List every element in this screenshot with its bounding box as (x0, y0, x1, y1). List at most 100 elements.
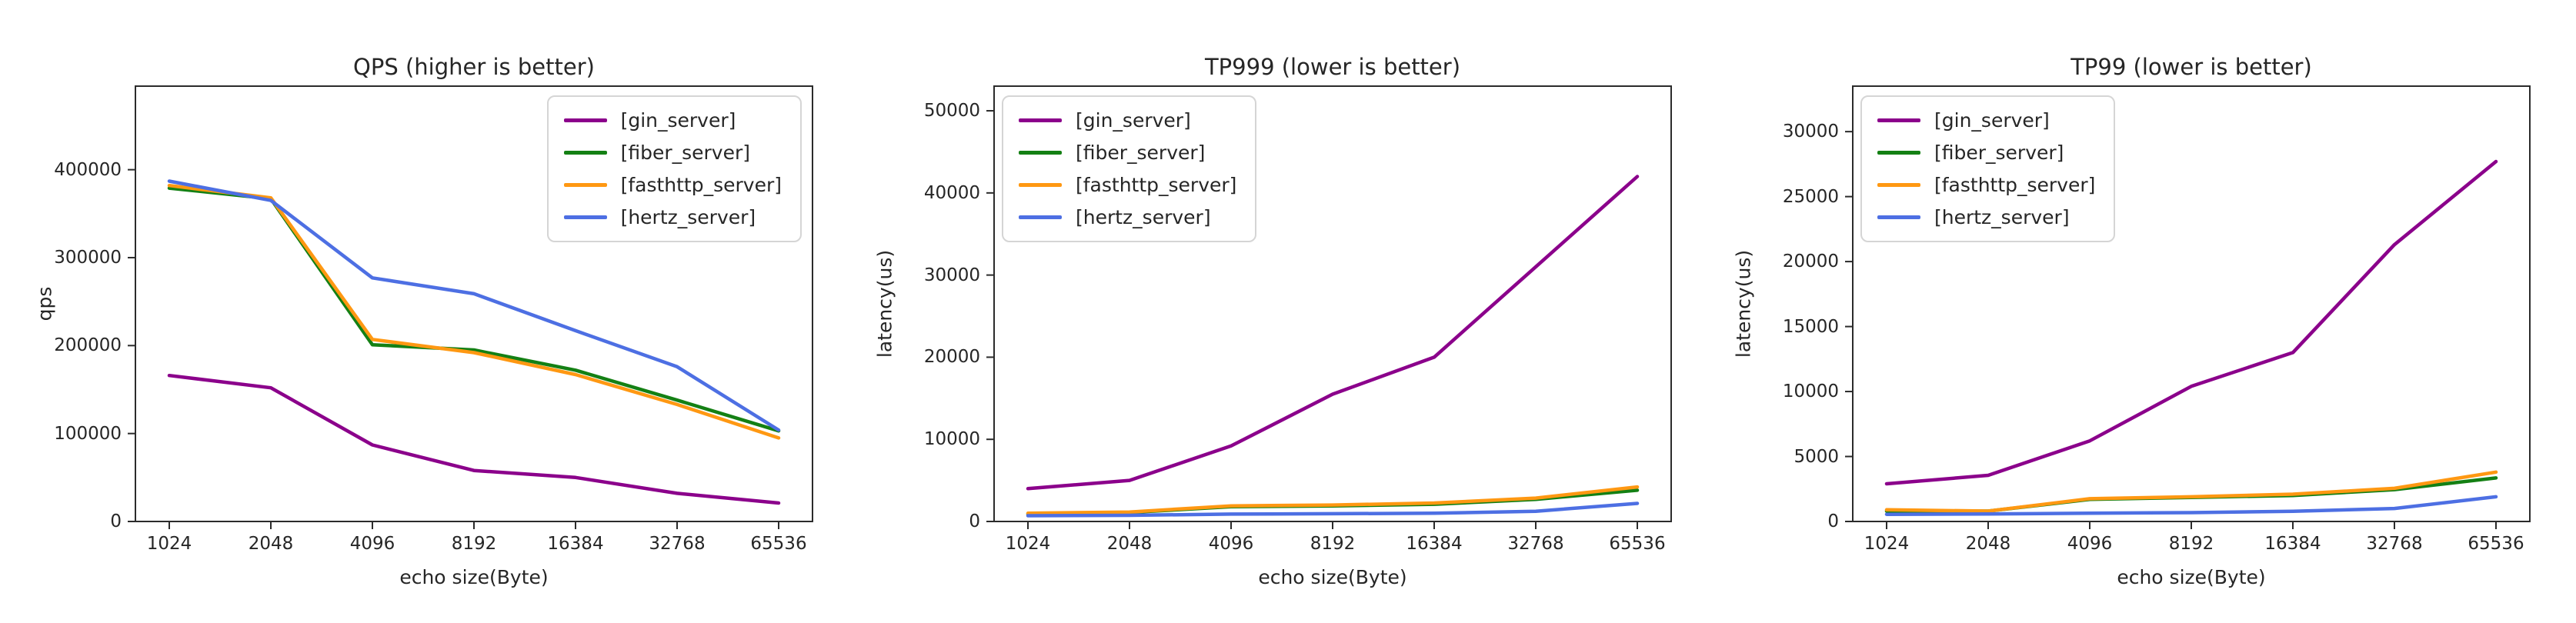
legend-entry: [fiber_server] (563, 142, 782, 164)
y-tick-label: 20000 (923, 347, 980, 368)
x-tick-label: 4096 (1208, 534, 1254, 554)
chart-title: TP99 (lower is better) (2070, 54, 2312, 80)
legend-entry: [gin_server] (1019, 109, 1236, 132)
x-tick-label: 4096 (2067, 534, 2113, 554)
x-tick-label: 65536 (1609, 534, 1666, 554)
series-line-gin_server (1884, 159, 2498, 486)
legend-line-swatch (1877, 151, 1920, 155)
x-tick-label: 1024 (1005, 534, 1051, 554)
qps-chart: QPS (higher is better) qps [gin_server][… (0, 0, 859, 623)
legend-line-swatch (1019, 183, 1062, 187)
legend-label: [gin_server] (1076, 109, 1191, 132)
tp99-chart: TP99 (lower is better) latency(us) [gin_… (1717, 0, 2576, 623)
legend-label: [fiber_server] (1076, 142, 1206, 164)
series-line-gin_server (167, 373, 781, 505)
y-tick-label: 10000 (1782, 381, 1839, 402)
x-tick-label: 2048 (1965, 534, 2011, 554)
legend-line-swatch (1877, 183, 1920, 187)
y-tick-label: 400000 (54, 159, 122, 180)
x-tick-label: 16384 (1406, 534, 1463, 554)
y-tick-label: 0 (1827, 511, 1839, 531)
x-tick-label: 32768 (1507, 534, 1564, 554)
x-tick-label: 65536 (750, 534, 807, 554)
legend-entry: [fasthttp_server] (563, 174, 782, 196)
legend-label: [gin_server] (620, 109, 736, 132)
series-line-fasthttp_server (167, 183, 781, 440)
series-line-fasthttp_server (1026, 485, 1640, 515)
legend-line-swatch (1877, 215, 1920, 219)
legend-line-swatch (1877, 118, 1920, 122)
y-tick-label: 40000 (923, 182, 980, 203)
plot-area (986, 85, 1672, 529)
x-tick-label: 8192 (451, 534, 497, 554)
legend-label: [fasthttp_server] (620, 174, 782, 196)
x-axis-label: echo size(Byte) (399, 566, 549, 588)
legend-entry: [fiber_server] (1877, 142, 2095, 164)
series-line-hertz_server (1884, 495, 2498, 516)
chart-title: QPS (higher is better) (353, 54, 595, 80)
legend-line-swatch (1019, 118, 1062, 122)
legend-line-swatch (563, 151, 607, 155)
plot-area (128, 85, 813, 529)
y-tick-label: 30000 (1782, 122, 1839, 142)
legend-line-swatch (563, 118, 607, 122)
legend-label: [gin_server] (1934, 109, 2050, 132)
y-tick-label: 20000 (1782, 252, 1839, 272)
x-tick-label: 32768 (2366, 534, 2423, 554)
x-tick-label: 32768 (649, 534, 706, 554)
legend-label: [fasthttp_server] (1076, 174, 1237, 196)
chart-title: TP999 (lower is better) (1204, 54, 1461, 80)
y-tick-label: 10000 (923, 429, 980, 450)
x-tick-label: 8192 (1310, 534, 1356, 554)
legend-entry: [fasthttp_server] (1877, 174, 2095, 196)
y-tick-label: 5000 (1794, 446, 1839, 467)
y-tick-label: 100000 (54, 423, 122, 444)
legend-label: [fiber_server] (1934, 142, 2064, 164)
legend-entry: [gin_server] (563, 109, 782, 132)
series-line-fasthttp_server (1884, 470, 2498, 513)
legend-line-swatch (563, 215, 607, 219)
x-tick-label: 1024 (1864, 534, 1910, 554)
legend-label: [fiber_server] (620, 142, 750, 164)
legend-label: [hertz_server] (1934, 206, 2070, 228)
legend-label: [hertz_server] (1076, 206, 1211, 228)
x-tick-label: 2048 (248, 534, 294, 554)
tp999-chart: TP999 (lower is better) latency(us) [gin… (859, 0, 1717, 623)
y-tick-label: 50000 (923, 101, 980, 122)
x-tick-label: 8192 (2168, 534, 2214, 554)
y-tick-label: 15000 (1782, 316, 1839, 337)
x-tick-label: 4096 (349, 534, 395, 554)
legend-entry: [gin_server] (1877, 109, 2095, 132)
legend-line-swatch (1019, 215, 1062, 219)
y-tick-label: 30000 (923, 265, 980, 285)
legend-entry: [fiber_server] (1019, 142, 1236, 164)
series-line-hertz_server (1026, 501, 1640, 518)
x-tick-label: 65536 (2468, 534, 2524, 554)
x-tick-label: 2048 (1106, 534, 1153, 554)
y-tick-label: 0 (969, 511, 980, 531)
y-tick-label: 300000 (54, 247, 122, 268)
x-tick-label: 16384 (2264, 534, 2321, 554)
legend-entry: [hertz_server] (1877, 206, 2095, 228)
legend-label: [hertz_server] (620, 206, 756, 228)
legend-entry: [hertz_server] (1019, 206, 1236, 228)
legend-entry: [hertz_server] (563, 206, 782, 228)
legend-entry: [fasthttp_server] (1019, 174, 1236, 196)
legend-line-swatch (563, 183, 607, 187)
y-tick-label: 0 (110, 511, 122, 531)
x-axis-label: echo size(Byte) (1258, 566, 1407, 588)
legend: [gin_server] [fiber_server] [fasthttp_serv… (1002, 95, 1257, 242)
plot-area (1845, 85, 2531, 529)
series-line-gin_server (1026, 175, 1640, 491)
y-tick-label: 25000 (1782, 186, 1839, 207)
x-axis-label: echo size(Byte) (2117, 566, 2266, 588)
legend-label: [fasthttp_server] (1934, 174, 2096, 196)
series-line-hertz_server (167, 179, 781, 432)
y-tick-label: 200000 (54, 335, 122, 356)
legend: [gin_server] [fiber_server] [fasthttp_serv… (546, 95, 802, 242)
x-tick-label: 1024 (146, 534, 192, 554)
legend: [gin_server] [fiber_server] [fasthttp_serv… (1860, 95, 2116, 242)
x-tick-label: 16384 (547, 534, 604, 554)
legend-line-swatch (1019, 151, 1062, 155)
